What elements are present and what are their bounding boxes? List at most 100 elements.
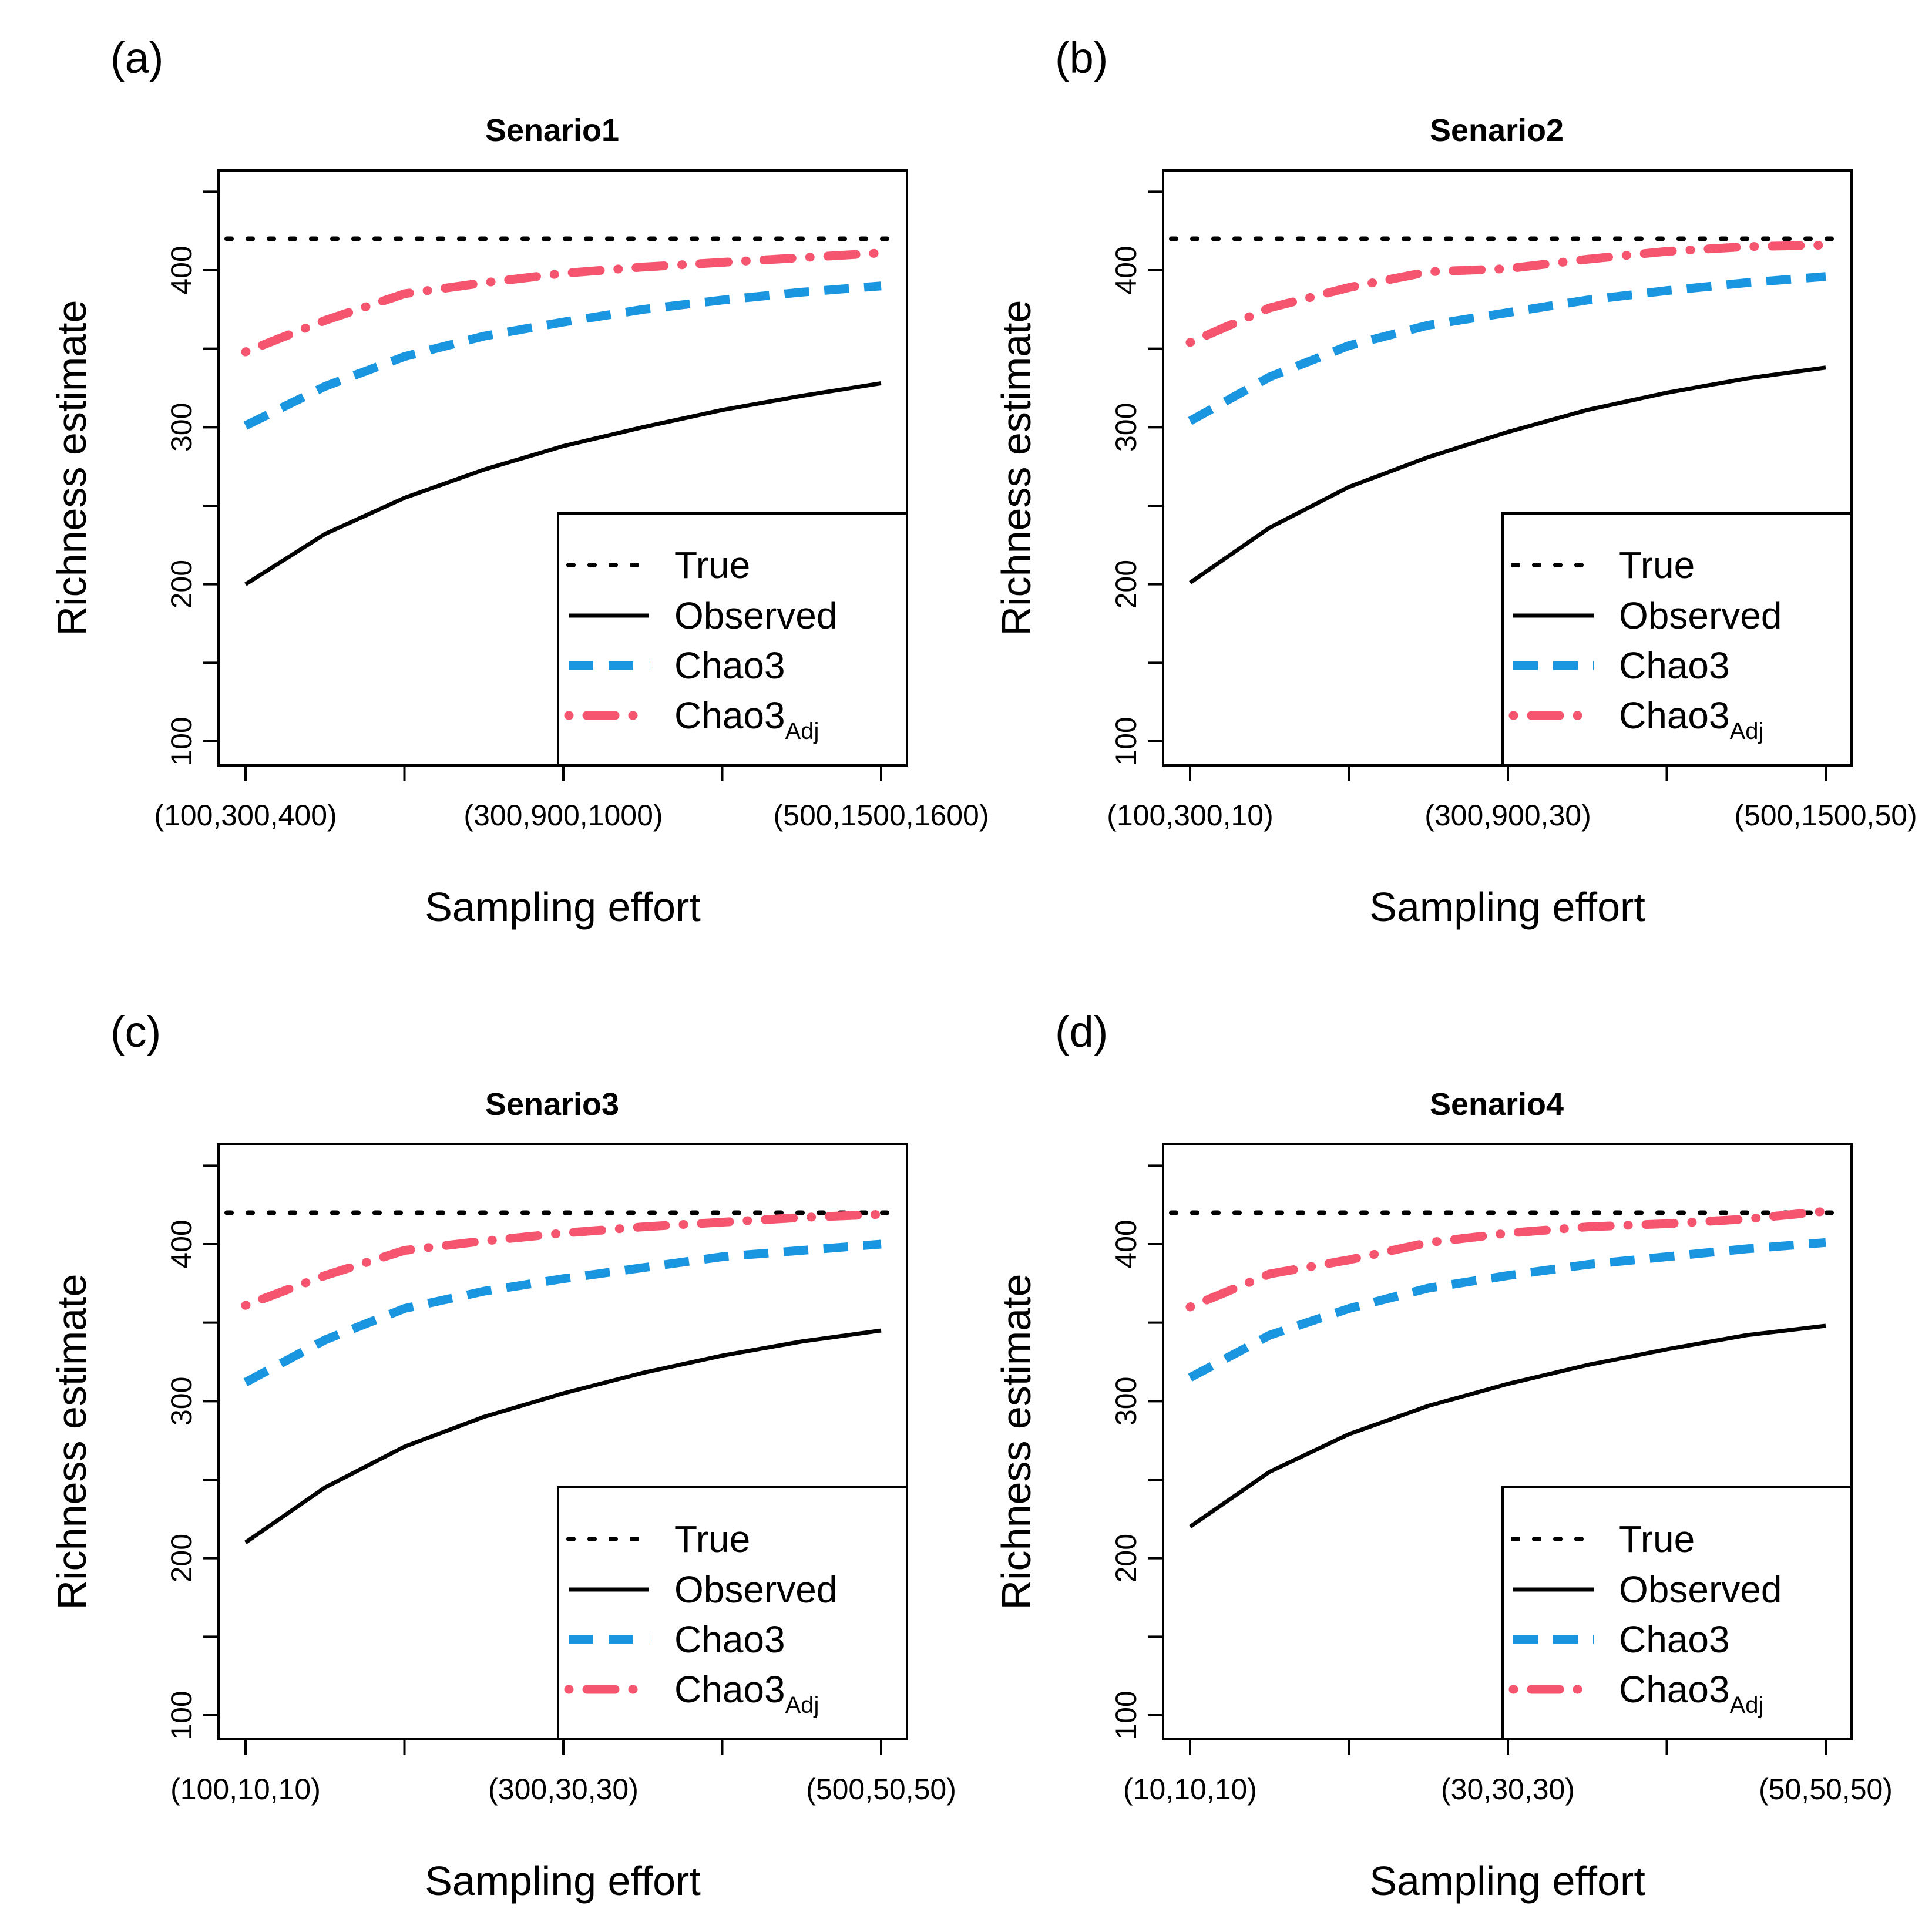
legend-label-subscript: Adj bbox=[1730, 1692, 1764, 1718]
panel-2: (b) Senario2 100 200 300 400 (100,300,10) (300,… bbox=[993, 33, 1917, 930]
series-line-chao3adj bbox=[1185, 1207, 1830, 1312]
panel-label: (b) bbox=[1055, 33, 1108, 82]
legend-label-text: Chao3 bbox=[1619, 1618, 1730, 1661]
x-tick-label: (500,1500,1600) bbox=[774, 799, 989, 832]
y-tick-label: 200 bbox=[165, 1534, 198, 1582]
legend-label-text: True bbox=[1619, 1518, 1695, 1560]
panel-label: (a) bbox=[110, 33, 163, 82]
legend-label-observed: Observed bbox=[674, 1568, 837, 1611]
x-tick-label: (100,10,10) bbox=[170, 1773, 321, 1806]
legend-label-text: Chao3 bbox=[1619, 1668, 1730, 1711]
legend-label-true: True bbox=[674, 1518, 750, 1560]
x-tick-label: (50,50,50) bbox=[1759, 1773, 1893, 1806]
legend-label-chao3adj: Chao3Adj bbox=[674, 1668, 819, 1718]
legend-label-text: True bbox=[674, 544, 750, 586]
panel-title: Senario1 bbox=[485, 113, 619, 148]
legend-label-observed: Observed bbox=[1619, 1568, 1782, 1611]
legend-label-true: True bbox=[1619, 544, 1695, 586]
legend-label-chao3adj: Chao3Adj bbox=[674, 694, 819, 744]
y-tick-label: 100 bbox=[1110, 717, 1143, 765]
y-tick-label: 200 bbox=[1110, 1534, 1143, 1582]
x-axis-title: Sampling effort bbox=[1369, 1858, 1645, 1904]
y-tick-label: 400 bbox=[1110, 246, 1143, 294]
legend-label-text: Chao3 bbox=[1619, 694, 1730, 737]
series-line-chao3adj bbox=[241, 1209, 886, 1310]
legend-box bbox=[557, 512, 908, 767]
panel-3: (c) Senario3 100 200 300 400 (100,10,10) (300,3… bbox=[49, 1007, 956, 1904]
x-tick-label: (500,50,50) bbox=[806, 1773, 956, 1806]
legend-label-text: True bbox=[674, 1518, 750, 1560]
series-line-observed bbox=[1189, 365, 1826, 584]
x-tick-label: (300,30,30) bbox=[488, 1773, 639, 1806]
y-axis-title: Richness estimate bbox=[993, 300, 1039, 636]
legend-label-text: Observed bbox=[1619, 594, 1782, 637]
y-tick-label: 300 bbox=[1110, 1377, 1143, 1426]
legend-label-chao3: Chao3 bbox=[1619, 644, 1730, 687]
legend-label-subscript: Adj bbox=[1730, 718, 1764, 744]
y-tick-label: 100 bbox=[165, 717, 198, 765]
y-tick-label: 100 bbox=[165, 1691, 198, 1739]
series-line-chao3adj bbox=[1185, 240, 1830, 347]
legend-label-true: True bbox=[674, 544, 750, 586]
legend-label-observed: Observed bbox=[674, 594, 837, 637]
legend-label-chao3: Chao3 bbox=[674, 1618, 785, 1661]
series-line-chao3 bbox=[1188, 1238, 1826, 1382]
y-tick-label: 400 bbox=[165, 1219, 198, 1268]
y-tick-label: 300 bbox=[165, 403, 198, 452]
x-axis-title: Sampling effort bbox=[1369, 884, 1645, 930]
x-tick-label: (300,900,1000) bbox=[463, 799, 663, 832]
x-axis-title: Sampling effort bbox=[425, 884, 701, 930]
panel-1: (a) Senario1 100 200 300 400 (100,300,400) (300… bbox=[49, 33, 989, 930]
panel-4: (d) Senario4 100 200 300 400 (10,10,10) (30,30,… bbox=[993, 1007, 1893, 1904]
legend: True Observed Chao3 Chao3Adj bbox=[557, 1486, 908, 1740]
series-line-chao3 bbox=[243, 1239, 882, 1386]
legend-label-text: Chao3 bbox=[674, 644, 785, 687]
y-axis-title: Richness estimate bbox=[993, 1274, 1039, 1610]
series-line-chao3 bbox=[1188, 272, 1826, 425]
legend-label-text: Chao3 bbox=[674, 694, 785, 737]
series-line-observed bbox=[1189, 1323, 1826, 1529]
panel-label: (c) bbox=[110, 1007, 161, 1056]
legend-label-chao3adj: Chao3Adj bbox=[1619, 1668, 1763, 1718]
legend-label-subscript: Adj bbox=[785, 1692, 819, 1718]
y-tick-label: 300 bbox=[1110, 403, 1143, 452]
x-tick-label: (100,300,10) bbox=[1107, 799, 1274, 832]
series-line-chao3adj bbox=[241, 248, 886, 357]
legend-label-text: Observed bbox=[1619, 1568, 1782, 1611]
legend-label-chao3: Chao3 bbox=[1619, 1618, 1730, 1661]
x-tick-label: (10,10,10) bbox=[1123, 1773, 1257, 1806]
legend-label-observed: Observed bbox=[1619, 594, 1782, 637]
legend-label-chao3adj: Chao3Adj bbox=[1619, 694, 1763, 744]
panel-title: Senario4 bbox=[1430, 1087, 1564, 1122]
y-tick-label: 400 bbox=[165, 246, 198, 294]
y-tick-label: 100 bbox=[1110, 1691, 1143, 1739]
x-tick-label: (300,900,30) bbox=[1424, 799, 1591, 832]
legend-label-text: Chao3 bbox=[674, 1618, 785, 1661]
legend-label-text: Observed bbox=[674, 1568, 837, 1611]
x-axis-title: Sampling effort bbox=[425, 1858, 701, 1904]
legend-label-true: True bbox=[1619, 1518, 1695, 1560]
x-tick-label: (100,300,400) bbox=[154, 799, 337, 832]
y-axis-title: Richness estimate bbox=[49, 300, 95, 636]
y-tick-label: 200 bbox=[1110, 560, 1143, 609]
legend-label-text: Chao3 bbox=[1619, 644, 1730, 687]
series-line-observed bbox=[244, 1328, 882, 1544]
legend-label-text: Observed bbox=[674, 594, 837, 637]
legend-label-chao3: Chao3 bbox=[674, 644, 785, 687]
x-tick-label: (500,1500,50) bbox=[1734, 799, 1917, 832]
panel-title: Senario2 bbox=[1430, 113, 1564, 148]
series-line-observed bbox=[244, 381, 882, 586]
x-tick-label: (30,30,30) bbox=[1441, 1773, 1575, 1806]
legend-label-subscript: Adj bbox=[785, 718, 819, 744]
legend-label-text: True bbox=[1619, 544, 1695, 586]
y-axis-title: Richness estimate bbox=[49, 1274, 95, 1610]
legend-box bbox=[1501, 512, 1853, 767]
y-tick-label: 300 bbox=[165, 1377, 198, 1426]
y-tick-label: 200 bbox=[165, 560, 198, 609]
panel-label: (d) bbox=[1055, 1007, 1108, 1056]
panel-title: Senario3 bbox=[485, 1087, 619, 1122]
